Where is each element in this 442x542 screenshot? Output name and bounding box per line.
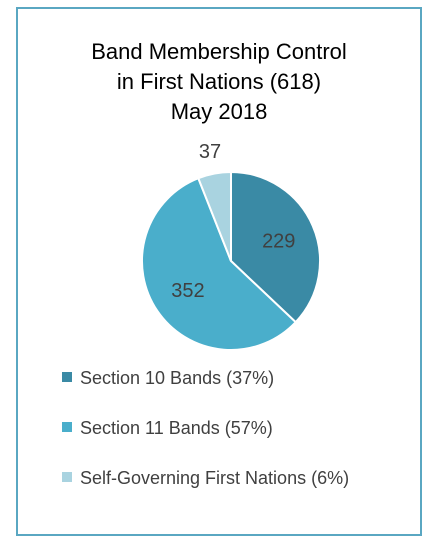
legend-swatch [62,372,72,383]
chart-title-line-1: Band Membership Control [91,39,347,64]
legend-item-section-10: Section 10 Bands (37%) [62,368,274,389]
legend-swatch [62,422,72,433]
slice-value-label-1: 352 [171,280,204,302]
chart-title-line-2: in First Nations (618) [116,69,322,94]
slice-value-label-2: 37 [199,141,221,163]
legend-label: Section 11 Bands (57%) [80,418,273,438]
legend-item-section-11: Section 11 Bands (57%) [62,418,273,439]
chart-frame: Band Membership Control in First Nations… [16,7,422,536]
pie-slice-0 [230,170,321,324]
legend-swatch [62,472,72,483]
legend-label: Section 10 Bands (37%) [80,368,275,388]
legend-label: Self-Governing First Nations (6%) [80,468,350,488]
pie-slice-2 [197,170,232,262]
slice-value-label-0: 229 [262,230,295,252]
pie-slice-1 [141,176,298,351]
chart-title: Band Membership Control in First Nations… [18,37,420,127]
pie-chart: 229 352 37 [141,141,321,351]
legend-item-self-governing: Self-Governing First Nations (6%) [62,468,349,489]
chart-title-line-3: May 2018 [170,99,268,124]
